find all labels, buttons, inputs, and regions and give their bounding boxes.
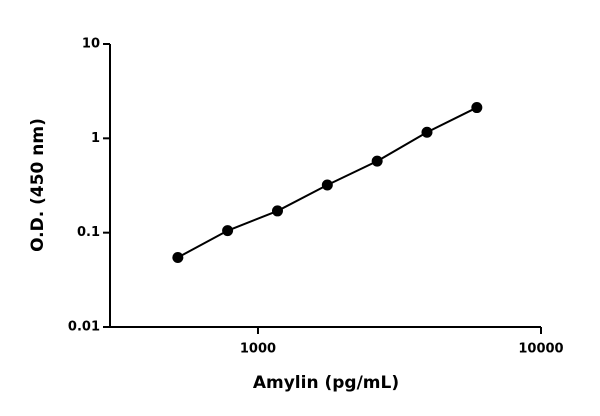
data-point [321, 179, 333, 191]
data-point [222, 225, 234, 237]
y-tick-label: 10 [82, 37, 100, 52]
data-point [421, 126, 433, 138]
x-axis-label: Amylin (pg/mL) [253, 373, 399, 393]
data-point [371, 155, 383, 167]
x-tick-label: 10000 [518, 342, 563, 357]
data-point [271, 205, 283, 217]
data-point [471, 102, 483, 114]
x-tick-label: 1000 [240, 342, 276, 357]
y-tick-label: 1 [91, 131, 100, 146]
data-point [172, 251, 184, 263]
y-axis-label: O.D. (450 nm) [28, 118, 48, 252]
y-tick-label: 0.1 [77, 225, 100, 240]
y-tick-label: 0.01 [68, 320, 100, 335]
